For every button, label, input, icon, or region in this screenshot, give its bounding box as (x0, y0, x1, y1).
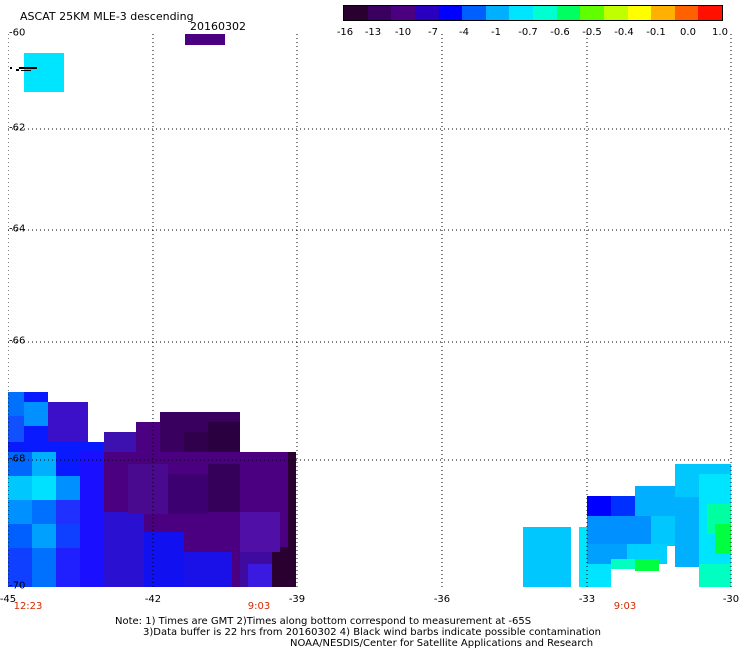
colorbar-label: -1 (491, 27, 501, 38)
colorbar-label: -13 (364, 27, 382, 38)
colorbar-segment (367, 6, 392, 20)
lon-label-45: -45 (0, 594, 17, 605)
colorbar-segment (674, 6, 699, 20)
colorbar-label: 1.0 (712, 27, 728, 38)
colorbar-segment (627, 6, 652, 20)
colorbar-labels: -16 -13 -10 -7 -4 -1 -0.7 -0.6 -0.5 -0.4 -0.1 0.0 1.… (337, 27, 728, 39)
coast-line (10, 67, 37, 71)
lon-label-36: -36 (433, 594, 451, 605)
lat-label-68: -68 (9, 453, 26, 465)
colorbar-label: -0.4 (614, 27, 634, 38)
colorbar-label: -4 (459, 27, 469, 38)
colorbar-segment (556, 6, 581, 20)
time-label-middle: 9:03 (247, 601, 271, 612)
colorbar-segment (509, 6, 533, 20)
colorbar-label: -7 (428, 27, 438, 38)
lon-label-30: -30 (722, 594, 740, 605)
lat-label-62: -62 (9, 122, 26, 134)
time-label-right: 9:03 (613, 601, 637, 612)
lon-label-42: -42 (144, 594, 162, 605)
colorbar-segment (651, 6, 675, 20)
lat-label-60: -60 (9, 27, 26, 39)
colorbar-label: -16 (336, 27, 354, 38)
colorbar (343, 5, 723, 21)
colorbar-segment (391, 6, 415, 20)
colorbar-segment (533, 6, 557, 20)
note-line-1: Note: 1) Times are GMT 2)Times along bot… (115, 616, 532, 627)
lat-label-70: -70 (9, 580, 26, 592)
colorbar-segment (580, 6, 604, 20)
colorbar-label: -0.7 (518, 27, 538, 38)
colorbar-segment (438, 6, 463, 20)
colorbar-label: -10 (394, 27, 412, 38)
data-cells (8, 34, 731, 587)
lat-label-64: -64 (9, 223, 26, 235)
colorbar-label: -0.6 (550, 27, 570, 38)
map-title: ASCAT 25KM MLE-3 descending (20, 10, 194, 23)
lon-label-39: -39 (288, 594, 306, 605)
grid-lines (8, 34, 732, 587)
lon-label-33: -33 (578, 594, 596, 605)
note-line-2: 3)Data buffer is 22 hrs from 20160302 4)… (143, 627, 601, 638)
time-label-left: 12:23 (13, 601, 43, 612)
colorbar-segment (344, 6, 368, 20)
lat-label-66: -66 (9, 335, 26, 347)
colorbar-segment (462, 6, 486, 20)
colorbar-segment (485, 6, 510, 20)
colorbar-segment (414, 6, 439, 20)
colorbar-label: -0.1 (646, 27, 666, 38)
colorbar-segment (698, 6, 722, 20)
note-line-3: NOAA/NESDIS/Center for Satellite Applica… (290, 638, 594, 649)
colorbar-segment (603, 6, 628, 20)
colorbar-label: 0.0 (680, 27, 696, 38)
colorbar-label: -0.5 (582, 27, 602, 38)
map-date: 20160302 (190, 20, 246, 33)
map-plot (8, 34, 732, 587)
